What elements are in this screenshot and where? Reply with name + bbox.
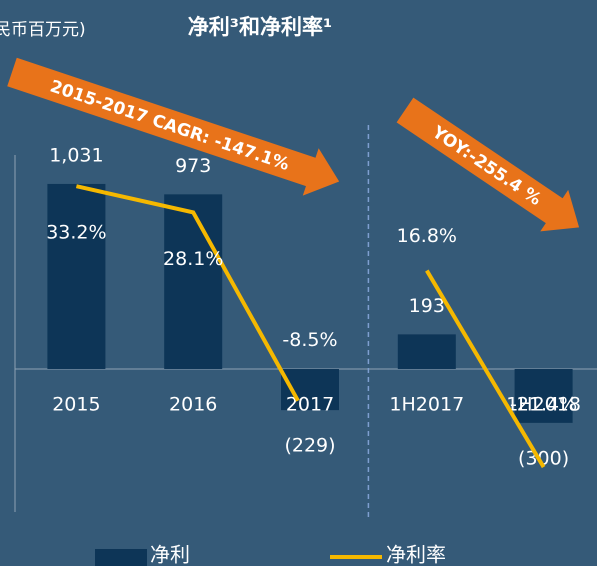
- line-value-label: -21.4%: [510, 394, 577, 416]
- bar-value-label: (229): [284, 435, 335, 457]
- bar: [47, 183, 106, 370]
- legend-swatch: [95, 549, 147, 566]
- line: [425, 269, 546, 469]
- legend: 净利 净利率: [95, 543, 446, 566]
- arrow-shape: [396, 97, 580, 232]
- bar: [514, 369, 573, 423]
- bar-value-label: 1,031: [49, 144, 103, 166]
- legend-label: 净利: [150, 543, 190, 566]
- x-tick-label: 2016: [169, 394, 217, 416]
- annotation-arrow: 2015-2017 CAGR: -147.1%: [7, 57, 340, 196]
- annotation: YOY:-255.4 %: [427, 122, 544, 210]
- unit-label: 民币百万元): [0, 20, 86, 40]
- chart-title: 净利³和净利率¹: [188, 15, 332, 39]
- x-tick-label: 1H2018: [506, 394, 581, 416]
- legend-label: 净利率: [386, 543, 446, 566]
- bar: [397, 334, 456, 370]
- bar-value-label: (300): [518, 447, 569, 469]
- line-value-label: 16.8%: [397, 225, 457, 247]
- x-tick-label: 2017: [286, 394, 334, 416]
- line-value-label: 33.2%: [46, 222, 106, 244]
- arrow-shape: [7, 57, 340, 196]
- line: [75, 184, 300, 402]
- x-tick-label: 2015: [52, 394, 100, 416]
- bar-value-label: 193: [409, 295, 445, 317]
- bar: [164, 194, 223, 370]
- line-value-label: 28.1%: [163, 248, 223, 270]
- line-value-label: -8.5%: [282, 329, 337, 351]
- bar-value-label: 973: [175, 155, 211, 177]
- x-tick-label: 1H2017: [389, 394, 464, 416]
